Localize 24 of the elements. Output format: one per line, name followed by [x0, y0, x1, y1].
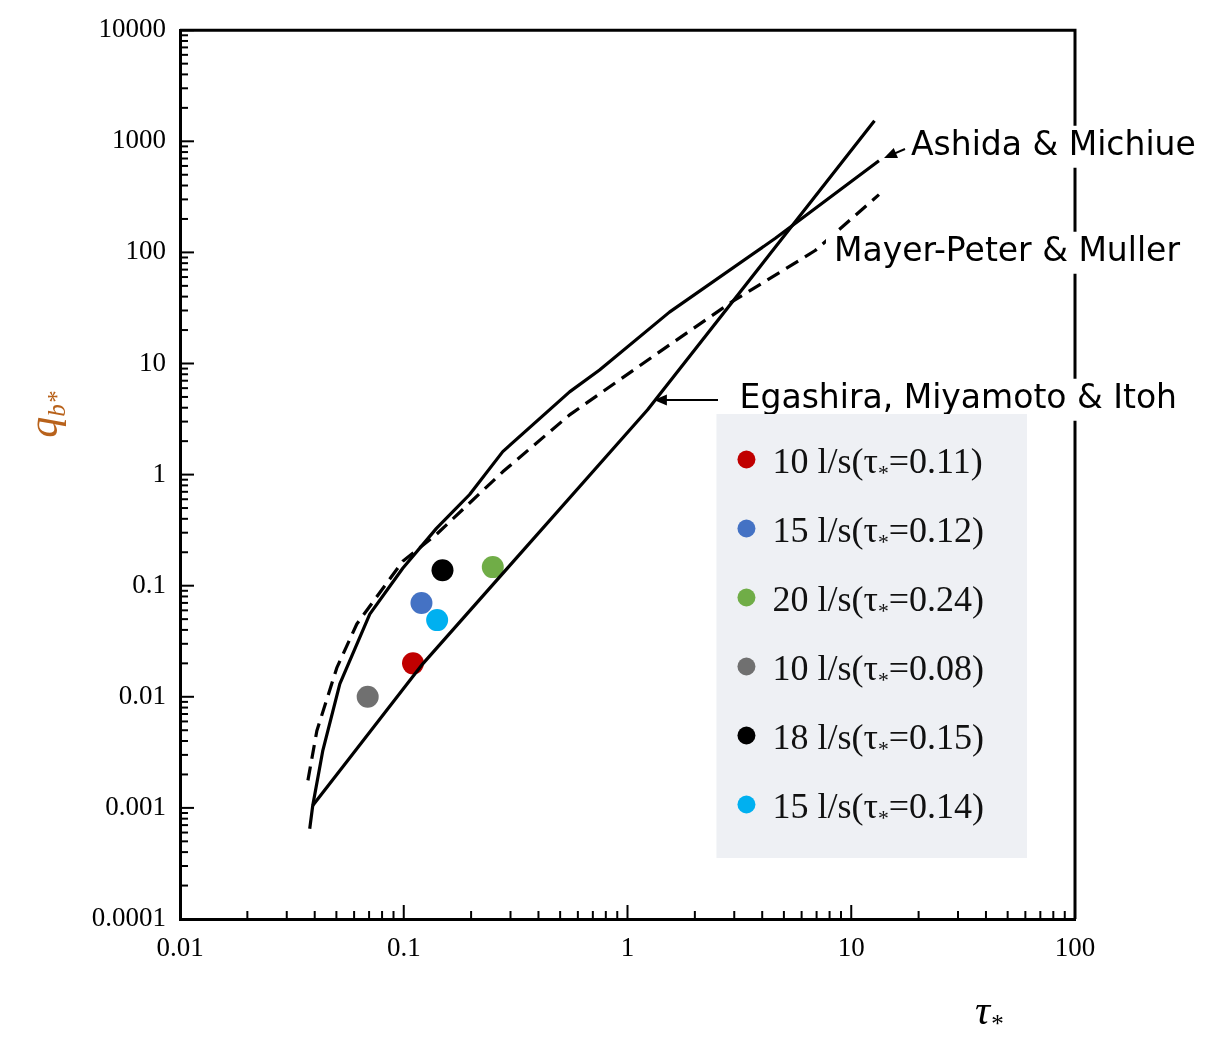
x-tick-label: 1: [620, 932, 635, 963]
y-tick-label: 0.01: [118, 679, 166, 710]
y-tick-label: 10000: [98, 13, 166, 44]
legend-label: Ashida & Michiue: [910, 124, 1196, 164]
y-tick-label: 0.0001: [91, 902, 166, 933]
legend-label: 10 l/s(τ*=0.08): [772, 647, 985, 692]
x-tick-label: 10: [837, 932, 865, 963]
legend-label: Egashira, Miyamoto & Itoh: [739, 377, 1178, 417]
y-tick-label: 0.1: [132, 568, 166, 599]
y-tick-label: 1000: [112, 124, 166, 155]
y-tick-label: 1: [152, 457, 166, 488]
y-tick-label: 0.001: [105, 790, 166, 821]
y-axis-title: qb*: [20, 391, 71, 438]
series-label: Mayer-Peter & Muller: [833, 230, 1181, 270]
x-tick-label: 0.1: [386, 932, 421, 963]
y-tick-label: 10: [139, 346, 166, 377]
legend-label: 10 l/s(τ*=0.11): [772, 440, 983, 485]
legend-label: 15 l/s(τ*=0.14): [772, 785, 985, 830]
legend-label: 15 l/s(τ*=0.12): [772, 509, 985, 554]
y-tick-label: 100: [125, 235, 166, 266]
legend-label: 20 l/s(τ*=0.24): [772, 578, 985, 623]
x-axis-title: τ*: [975, 987, 1004, 1038]
x-tick-label: 100: [1054, 932, 1096, 963]
legend-label: 18 l/s(τ*=0.15): [772, 716, 985, 761]
